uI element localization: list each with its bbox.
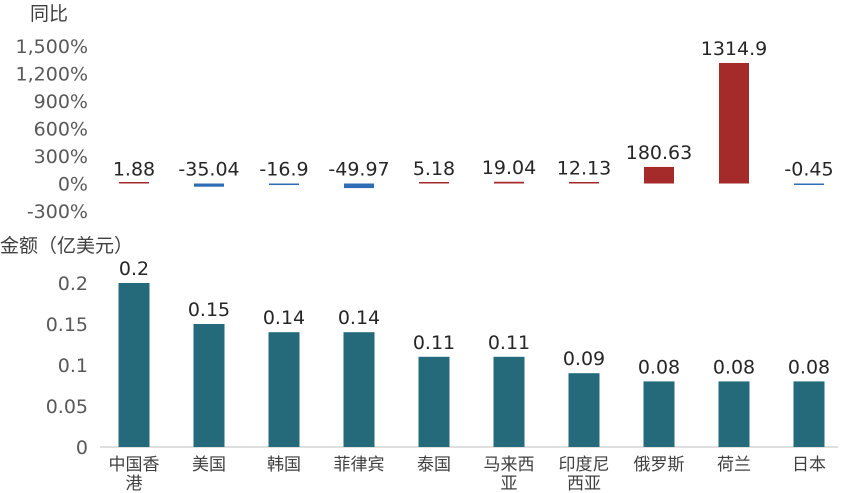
top-bar [419, 182, 449, 184]
top-bar [119, 182, 149, 184]
top-bars [119, 62, 824, 189]
bottom-y-tick-label: 0.05 [46, 396, 88, 418]
bottom-y-tick-label: 0 [76, 437, 88, 459]
bottom-data-label: 0.09 [563, 348, 605, 370]
bottom-data-label: 0.11 [413, 332, 455, 354]
top-bar [494, 181, 524, 184]
bottom-data-label: 0.11 [488, 332, 530, 354]
category-label: 俄罗斯 [634, 455, 685, 475]
bottom-data-label: 0.15 [188, 299, 230, 321]
bottom-y-tick-label: 0.2 [58, 273, 88, 295]
category-label: 美国 [192, 455, 226, 475]
top-bar [569, 182, 599, 184]
bottom-data-labels: 0.2 0.15 0.14 0.14 0.11 0.11 0.09 0.08 0.08 0.08 [119, 258, 830, 378]
top-bar [794, 183, 824, 185]
top-data-label: 1.88 [113, 158, 155, 180]
category-label: 泰国 [417, 455, 451, 475]
top-y-axis: 1,500% 1,200% 900% 600% 300% 0% -300% [16, 36, 88, 223]
bottom-bar [643, 381, 675, 447]
bottom-bar [118, 283, 150, 447]
top-data-label: 5.18 [413, 158, 455, 180]
top-data-labels: 1.88 -35.04 -16.9 -49.97 5.18 19.04 12.13 180.6… [113, 38, 834, 181]
bottom-data-label: 0.08 [713, 356, 755, 378]
top-y-tick-label: 600% [34, 119, 88, 141]
bottom-bar [493, 356, 525, 447]
top-y-tick-label: -300% [27, 201, 88, 223]
top-y-tick-label: 900% [34, 91, 88, 113]
category-label: 印度尼西亚 [559, 455, 610, 493]
top-axis-title: 同比 [30, 3, 68, 25]
top-data-label: -49.97 [328, 159, 389, 181]
bottom-bar [193, 324, 225, 447]
bottom-y-axis: 0.2 0.15 0.1 0.05 0 [46, 273, 88, 459]
top-bar [194, 183, 224, 187]
bottom-bar [718, 381, 750, 447]
bottom-bar [268, 332, 300, 447]
top-data-label: -0.45 [784, 159, 833, 181]
top-bar [719, 62, 749, 184]
category-label: 菲律宾 [334, 455, 385, 475]
top-bar [344, 183, 374, 189]
bottom-data-label: 0.08 [638, 356, 680, 378]
top-y-tick-label: 0% [58, 174, 88, 196]
top-data-label: 180.63 [626, 142, 692, 164]
top-data-label: -35.04 [178, 159, 239, 181]
bottom-bar [793, 381, 825, 447]
category-label: 马来西亚 [484, 455, 535, 493]
category-label: 日本 [792, 455, 826, 475]
bottom-data-label: 0.2 [119, 258, 149, 280]
bottom-y-tick-label: 0.15 [46, 314, 88, 336]
bottom-bars [118, 283, 825, 447]
bottom-data-label: 0.14 [263, 307, 305, 329]
top-y-tick-label: 1,500% [16, 36, 88, 58]
top-data-label: 12.13 [557, 157, 611, 179]
top-data-label: 1314.9 [701, 38, 767, 60]
bottom-bar [568, 373, 600, 447]
top-y-tick-label: 300% [34, 146, 88, 168]
top-bar [269, 183, 299, 186]
top-bar [644, 166, 674, 184]
bottom-y-tick-label: 0.1 [58, 355, 88, 377]
top-y-tick-label: 1,200% [16, 64, 88, 86]
top-data-label: -16.9 [259, 159, 308, 181]
bottom-data-label: 0.14 [338, 307, 380, 329]
bottom-bar [418, 356, 450, 447]
bottom-bar [343, 332, 375, 447]
bottom-data-label: 0.08 [788, 356, 830, 378]
category-label: 韩国 [267, 455, 301, 475]
category-label: 中国香港 [109, 455, 160, 493]
bottom-axis-title: 金额（亿美元） [0, 235, 133, 257]
category-label: 荷兰 [717, 455, 751, 475]
top-data-label: 19.04 [482, 157, 536, 179]
